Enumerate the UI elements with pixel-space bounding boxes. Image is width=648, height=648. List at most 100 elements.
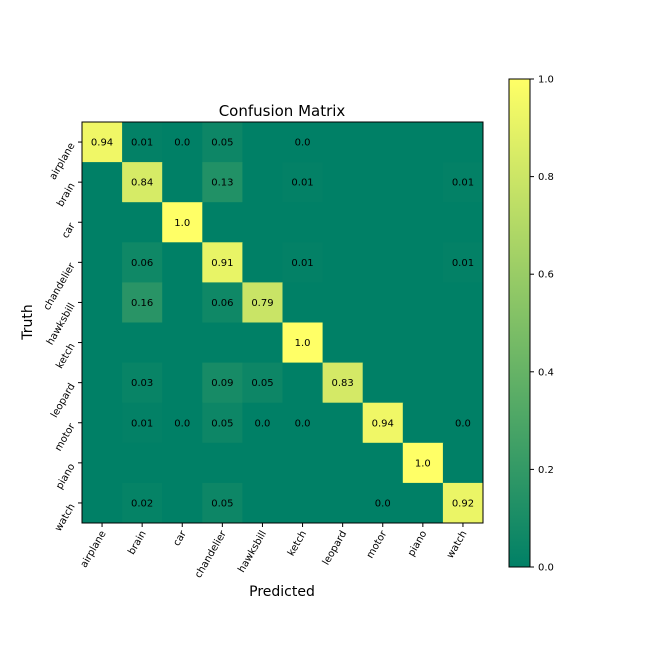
heatmap-cells bbox=[82, 122, 484, 524]
chart-title: Confusion Matrix bbox=[219, 102, 346, 120]
heatmap-cell bbox=[242, 482, 283, 524]
heatmap-cell bbox=[322, 282, 364, 323]
heatmap-cell bbox=[82, 442, 123, 484]
heatmap-cell bbox=[442, 202, 484, 243]
heatmap-cell bbox=[82, 162, 123, 203]
cell-value-label: 0.01 bbox=[452, 258, 474, 269]
cell-value-label: 0.09 bbox=[211, 378, 233, 389]
heatmap-cell bbox=[442, 362, 484, 404]
cell-value-label: 0.94 bbox=[91, 138, 113, 149]
heatmap-cell bbox=[442, 242, 484, 283]
heatmap-cell bbox=[442, 322, 484, 364]
cell-value-label: 0.01 bbox=[291, 178, 313, 189]
cell-value-label: 0.0 bbox=[455, 418, 471, 429]
heatmap-cell bbox=[442, 282, 484, 323]
heatmap-cell bbox=[402, 402, 444, 444]
heatmap-cell bbox=[402, 282, 444, 323]
heatmap-cell bbox=[202, 362, 243, 404]
heatmap-cell bbox=[162, 162, 203, 203]
heatmap-cell bbox=[362, 402, 404, 444]
heatmap-cell bbox=[322, 242, 364, 283]
heatmap-cell bbox=[82, 282, 123, 323]
cell-value-label: 0.03 bbox=[131, 378, 153, 389]
heatmap-cell bbox=[402, 162, 444, 203]
heatmap-cell bbox=[362, 362, 404, 404]
heatmap-cell bbox=[322, 362, 364, 404]
heatmap-cell bbox=[362, 282, 404, 323]
cell-value-label: 0.01 bbox=[131, 418, 153, 429]
heatmap-cell bbox=[402, 242, 444, 283]
heatmap-cell bbox=[242, 322, 283, 364]
heatmap-cell bbox=[402, 202, 444, 243]
heatmap-cell bbox=[282, 202, 324, 243]
heatmap-cell bbox=[162, 442, 203, 484]
heatmap-cell bbox=[82, 482, 123, 524]
heatmap-cell bbox=[162, 402, 203, 444]
heatmap-cell bbox=[322, 442, 364, 484]
heatmap-cell-labels: 0.94 0.01 0.0 0.05 0.0 0.84 0.13 0.01 0.01 1.0 0.0… bbox=[91, 138, 474, 510]
heatmap-cell bbox=[202, 402, 243, 444]
heatmap-cell bbox=[402, 442, 444, 484]
heatmap-cell bbox=[122, 202, 163, 243]
colorbar-tick-label: 1.0 bbox=[538, 75, 554, 86]
heatmap-cell bbox=[162, 282, 203, 323]
heatmap-cell bbox=[242, 242, 283, 283]
heatmap-cell bbox=[202, 242, 243, 283]
heatmap-cell bbox=[442, 402, 484, 444]
heatmap-cell bbox=[162, 322, 203, 364]
x-axis-label: Predicted bbox=[249, 584, 315, 600]
cell-value-label: 0.06 bbox=[131, 258, 153, 269]
cell-value-label: 0.83 bbox=[332, 378, 354, 389]
heatmap-cell bbox=[282, 322, 324, 364]
heatmap-cell bbox=[122, 162, 163, 203]
heatmap-cell bbox=[242, 362, 283, 404]
colorbar-tick-label: 0.6 bbox=[538, 270, 554, 281]
heatmap-cell bbox=[322, 122, 364, 163]
cell-value-label: 0.05 bbox=[211, 498, 233, 509]
heatmap-cell bbox=[242, 282, 283, 323]
cell-value-label: 0.0 bbox=[375, 498, 391, 509]
cell-value-label: 0.01 bbox=[452, 178, 474, 189]
plot-frame bbox=[81, 121, 484, 524]
heatmap-cell bbox=[202, 442, 243, 484]
heatmap-cell bbox=[442, 482, 484, 524]
cell-value-label: 0.06 bbox=[211, 298, 233, 309]
colorbar-tick-label: 0.8 bbox=[538, 172, 554, 183]
cell-value-label: 0.0 bbox=[295, 138, 311, 149]
heatmap-cell bbox=[282, 482, 324, 524]
heatmap-cell bbox=[82, 362, 123, 404]
heatmap-cell bbox=[242, 122, 283, 163]
heatmap-cell bbox=[122, 482, 163, 524]
cell-value-label: 0.0 bbox=[174, 418, 190, 429]
heatmap-cell bbox=[122, 282, 163, 323]
cell-value-label: 0.01 bbox=[131, 138, 153, 149]
cell-value-label: 0.94 bbox=[372, 418, 394, 429]
heatmap-cell bbox=[282, 242, 324, 283]
heatmap-cell bbox=[122, 362, 163, 404]
heatmap-cell bbox=[362, 482, 404, 524]
heatmap-cell bbox=[442, 162, 484, 203]
heatmap-cell bbox=[362, 122, 404, 163]
cell-value-label: 0.01 bbox=[291, 258, 313, 269]
heatmap-cell bbox=[242, 442, 283, 484]
heatmap-cell bbox=[82, 402, 123, 444]
heatmap-cell bbox=[282, 442, 324, 484]
heatmap-cell bbox=[162, 482, 203, 524]
heatmap-cell bbox=[322, 482, 364, 524]
heatmap-cell bbox=[202, 322, 243, 364]
cell-value-label: 0.05 bbox=[211, 138, 233, 149]
heatmap-cell bbox=[282, 282, 324, 323]
heatmap-cell bbox=[362, 162, 404, 203]
heatmap-cell bbox=[282, 162, 324, 203]
heatmap-cell bbox=[162, 202, 203, 243]
heatmap-cell bbox=[82, 122, 123, 163]
cell-value-label: 0.02 bbox=[131, 498, 153, 509]
heatmap-cell bbox=[282, 122, 324, 163]
heatmap-cell bbox=[402, 362, 444, 404]
heatmap-cell bbox=[82, 322, 123, 364]
heatmap-cell bbox=[122, 122, 163, 163]
cell-value-label: 1.0 bbox=[295, 338, 311, 349]
heatmap-cell bbox=[362, 242, 404, 283]
heatmap-cell bbox=[82, 242, 123, 283]
